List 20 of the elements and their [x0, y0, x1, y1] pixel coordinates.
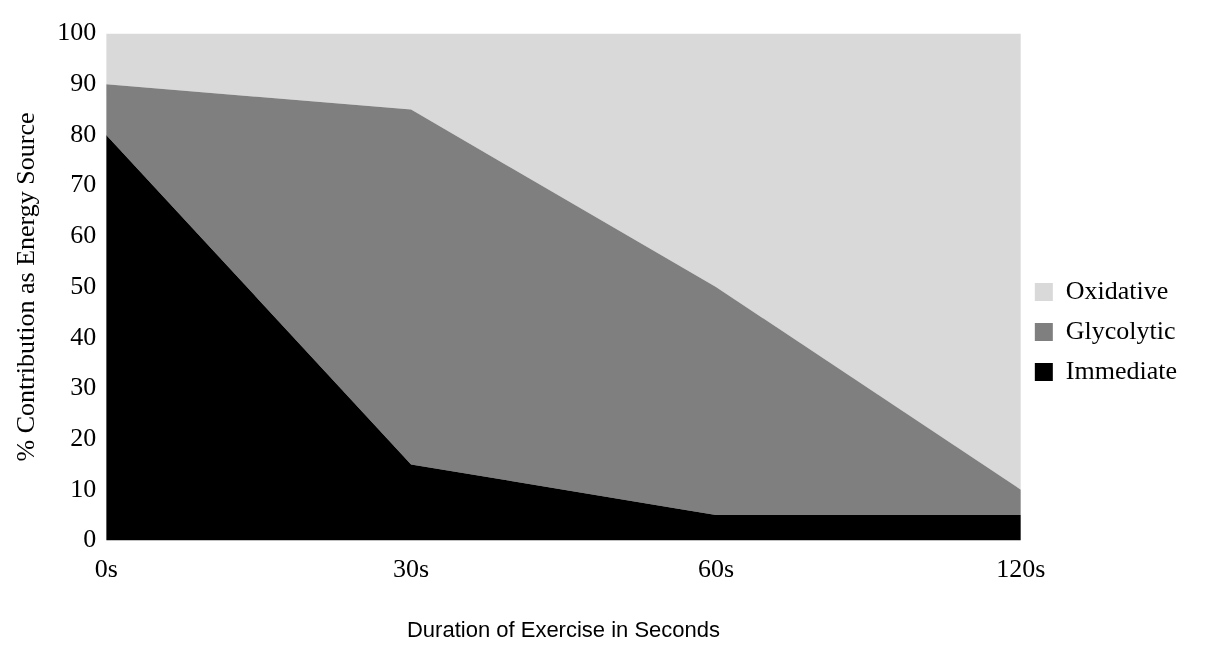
y-tick-label: 30: [70, 372, 97, 402]
y-tick-label: 40: [70, 321, 97, 351]
y-tick-label: 0: [83, 524, 97, 554]
legend-label: Glycolytic: [1065, 315, 1176, 345]
y-tick-label: 100: [57, 17, 97, 47]
y-tick-label: 90: [70, 68, 97, 98]
y-axis-title: % Contribution as Energy Source: [11, 112, 41, 462]
y-tick-label: 50: [70, 270, 97, 300]
x-tick-label: 30s: [393, 553, 430, 583]
x-axis-title: Duration of Exercise in Seconds: [406, 616, 721, 642]
legend-label: Immediate: [1065, 355, 1178, 385]
y-tick-label: 20: [70, 422, 97, 452]
x-tick-label: 0s: [94, 553, 118, 583]
x-tick-label: 120s: [996, 553, 1046, 583]
legend-label: Oxidative: [1065, 275, 1169, 305]
y-tick-label: 80: [70, 118, 97, 148]
y-tick-label: 70: [70, 169, 97, 199]
y-tick-label: 60: [70, 220, 97, 250]
y-tick-label: 10: [70, 473, 97, 503]
x-tick-label: 60s: [697, 553, 735, 583]
